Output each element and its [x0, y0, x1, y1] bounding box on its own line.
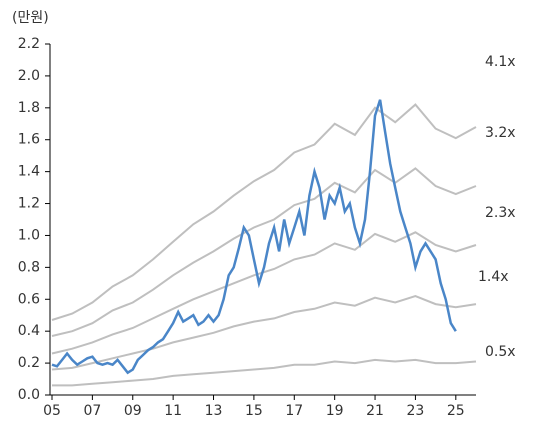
- y-tick-label: 0.6: [18, 291, 40, 307]
- price-line: [51, 99, 457, 375]
- band-line: [51, 231, 477, 355]
- x-tick-label: 13: [205, 403, 223, 419]
- band-line: [51, 167, 477, 337]
- band-label: 4.1x: [485, 54, 516, 70]
- x-tick-label: 07: [83, 403, 101, 419]
- x-tick-label: 19: [326, 403, 344, 419]
- band-label: 1.4x: [478, 269, 509, 285]
- x-tick-label: 17: [285, 403, 303, 419]
- y-tick-label: 0.4: [18, 323, 40, 339]
- x-tick-label: 05: [43, 403, 61, 419]
- y-tick-label: 1.4: [18, 164, 40, 180]
- y-tick-label: 1.8: [18, 100, 40, 116]
- x-tick-label: 21: [366, 403, 384, 419]
- y-tick-label: 1.2: [18, 196, 40, 212]
- y-tick-label: 2.2: [18, 36, 40, 52]
- y-tick-label: 0.8: [18, 259, 40, 275]
- x-tick-label: 15: [245, 403, 263, 419]
- y-tick-label: 2.0: [18, 68, 40, 84]
- band-label: 0.5x: [485, 344, 516, 360]
- x-tick-label: 25: [447, 403, 465, 419]
- band-label: 3.2x: [485, 125, 516, 141]
- x-tick-label: 11: [164, 403, 182, 419]
- y-axis-unit: (만원): [12, 10, 49, 26]
- x-tick-label: 09: [124, 403, 142, 419]
- y-tick-label: 1.0: [18, 227, 40, 243]
- band-line: [52, 358, 477, 387]
- band-line: [51, 295, 477, 371]
- y-tick-label: 0.2: [18, 355, 40, 371]
- y-tick-label: 0.0: [18, 387, 40, 403]
- y-tick-label: 1.6: [18, 132, 40, 148]
- x-tick-label: 23: [407, 403, 425, 419]
- band-label: 2.3x: [485, 205, 516, 221]
- band-line: [51, 103, 477, 321]
